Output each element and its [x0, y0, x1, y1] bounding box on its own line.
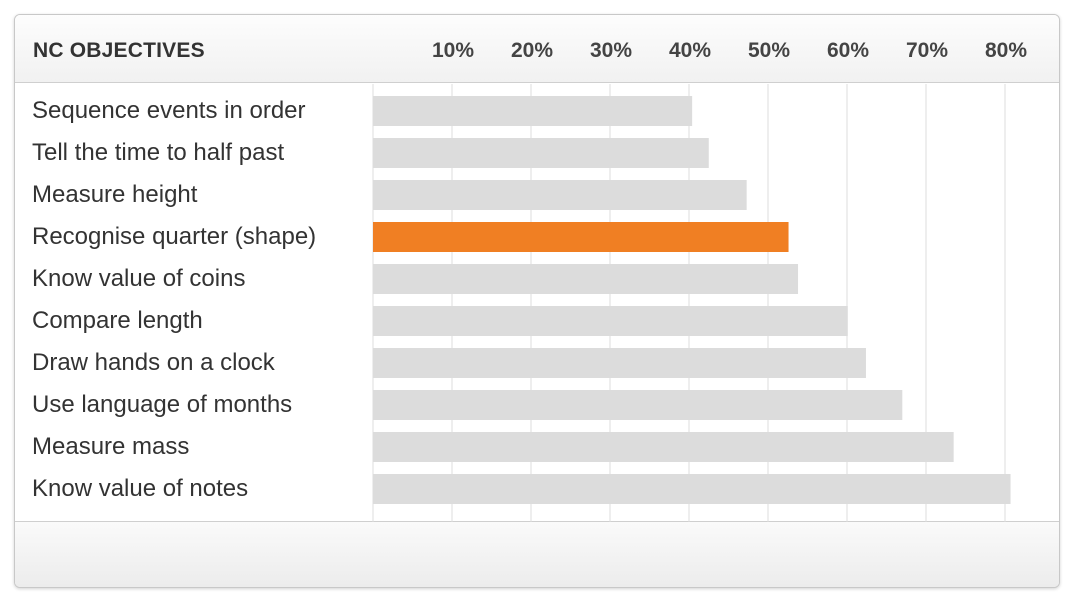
category-label: Sequence events in order: [32, 97, 306, 124]
category-label: Use language of months: [32, 391, 293, 418]
bar: [373, 180, 747, 210]
bar: [373, 96, 693, 126]
chart-header: NC OBJECTIVES 10% 20% 30% 40% 50% 60% 70% 80%: [15, 15, 1059, 83]
x-tick-label: 50%: [747, 39, 791, 62]
category-label: Measure mass: [32, 433, 190, 460]
category-label: Measure height: [32, 181, 198, 208]
x-tick-label: 20%: [510, 39, 554, 62]
category-label: Recognise quarter (shape): [32, 223, 317, 250]
bar: [373, 390, 903, 420]
x-tick-label: 80%: [984, 39, 1028, 62]
bar: [373, 348, 866, 378]
header-title: NC OBJECTIVES: [33, 39, 205, 62]
category-label: Know value of coins: [32, 265, 246, 292]
bar: [373, 474, 1011, 504]
x-tick-label: 40%: [668, 39, 712, 62]
category-label: Know value of notes: [32, 475, 249, 502]
category-label: Draw hands on a clock: [32, 349, 275, 376]
x-tick-label: 70%: [905, 39, 949, 62]
bar: [373, 432, 954, 462]
chart-footer: [15, 521, 1059, 587]
bar: [373, 264, 799, 294]
x-tick-label: 10%: [431, 39, 475, 62]
x-tick-label: 30%: [589, 39, 633, 62]
bar: [373, 306, 848, 336]
category-label: Tell the time to half past: [32, 139, 285, 166]
bar: [373, 138, 709, 168]
bar-highlighted: [373, 222, 789, 252]
category-label: Compare length: [32, 307, 203, 334]
x-tick-label: 60%: [826, 39, 870, 62]
